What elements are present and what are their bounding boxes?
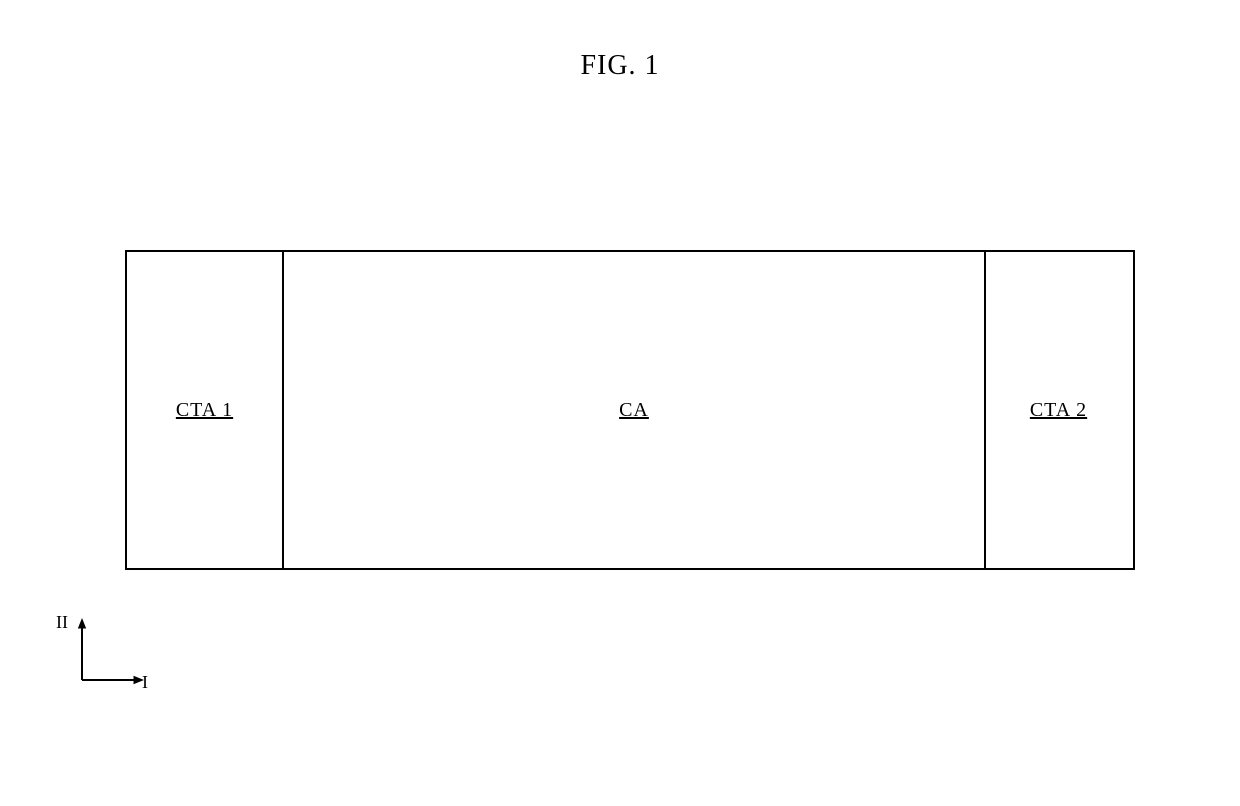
figure-title: FIG. 1 [580, 50, 659, 82]
diagram-container: CTA 1 CA CTA 2 [125, 250, 1135, 570]
region-label-0: CTA 1 [176, 399, 233, 422]
x-axis-label: I [142, 672, 148, 693]
region-label-2: CTA 2 [1030, 399, 1087, 422]
region-2: CTA 2 [986, 252, 1131, 568]
region-0: CTA 1 [127, 252, 282, 568]
region-label-1: CA [619, 399, 649, 422]
axis-arrows [73, 616, 146, 689]
region-1: CA [284, 252, 984, 568]
y-axis-label: II [56, 612, 68, 633]
